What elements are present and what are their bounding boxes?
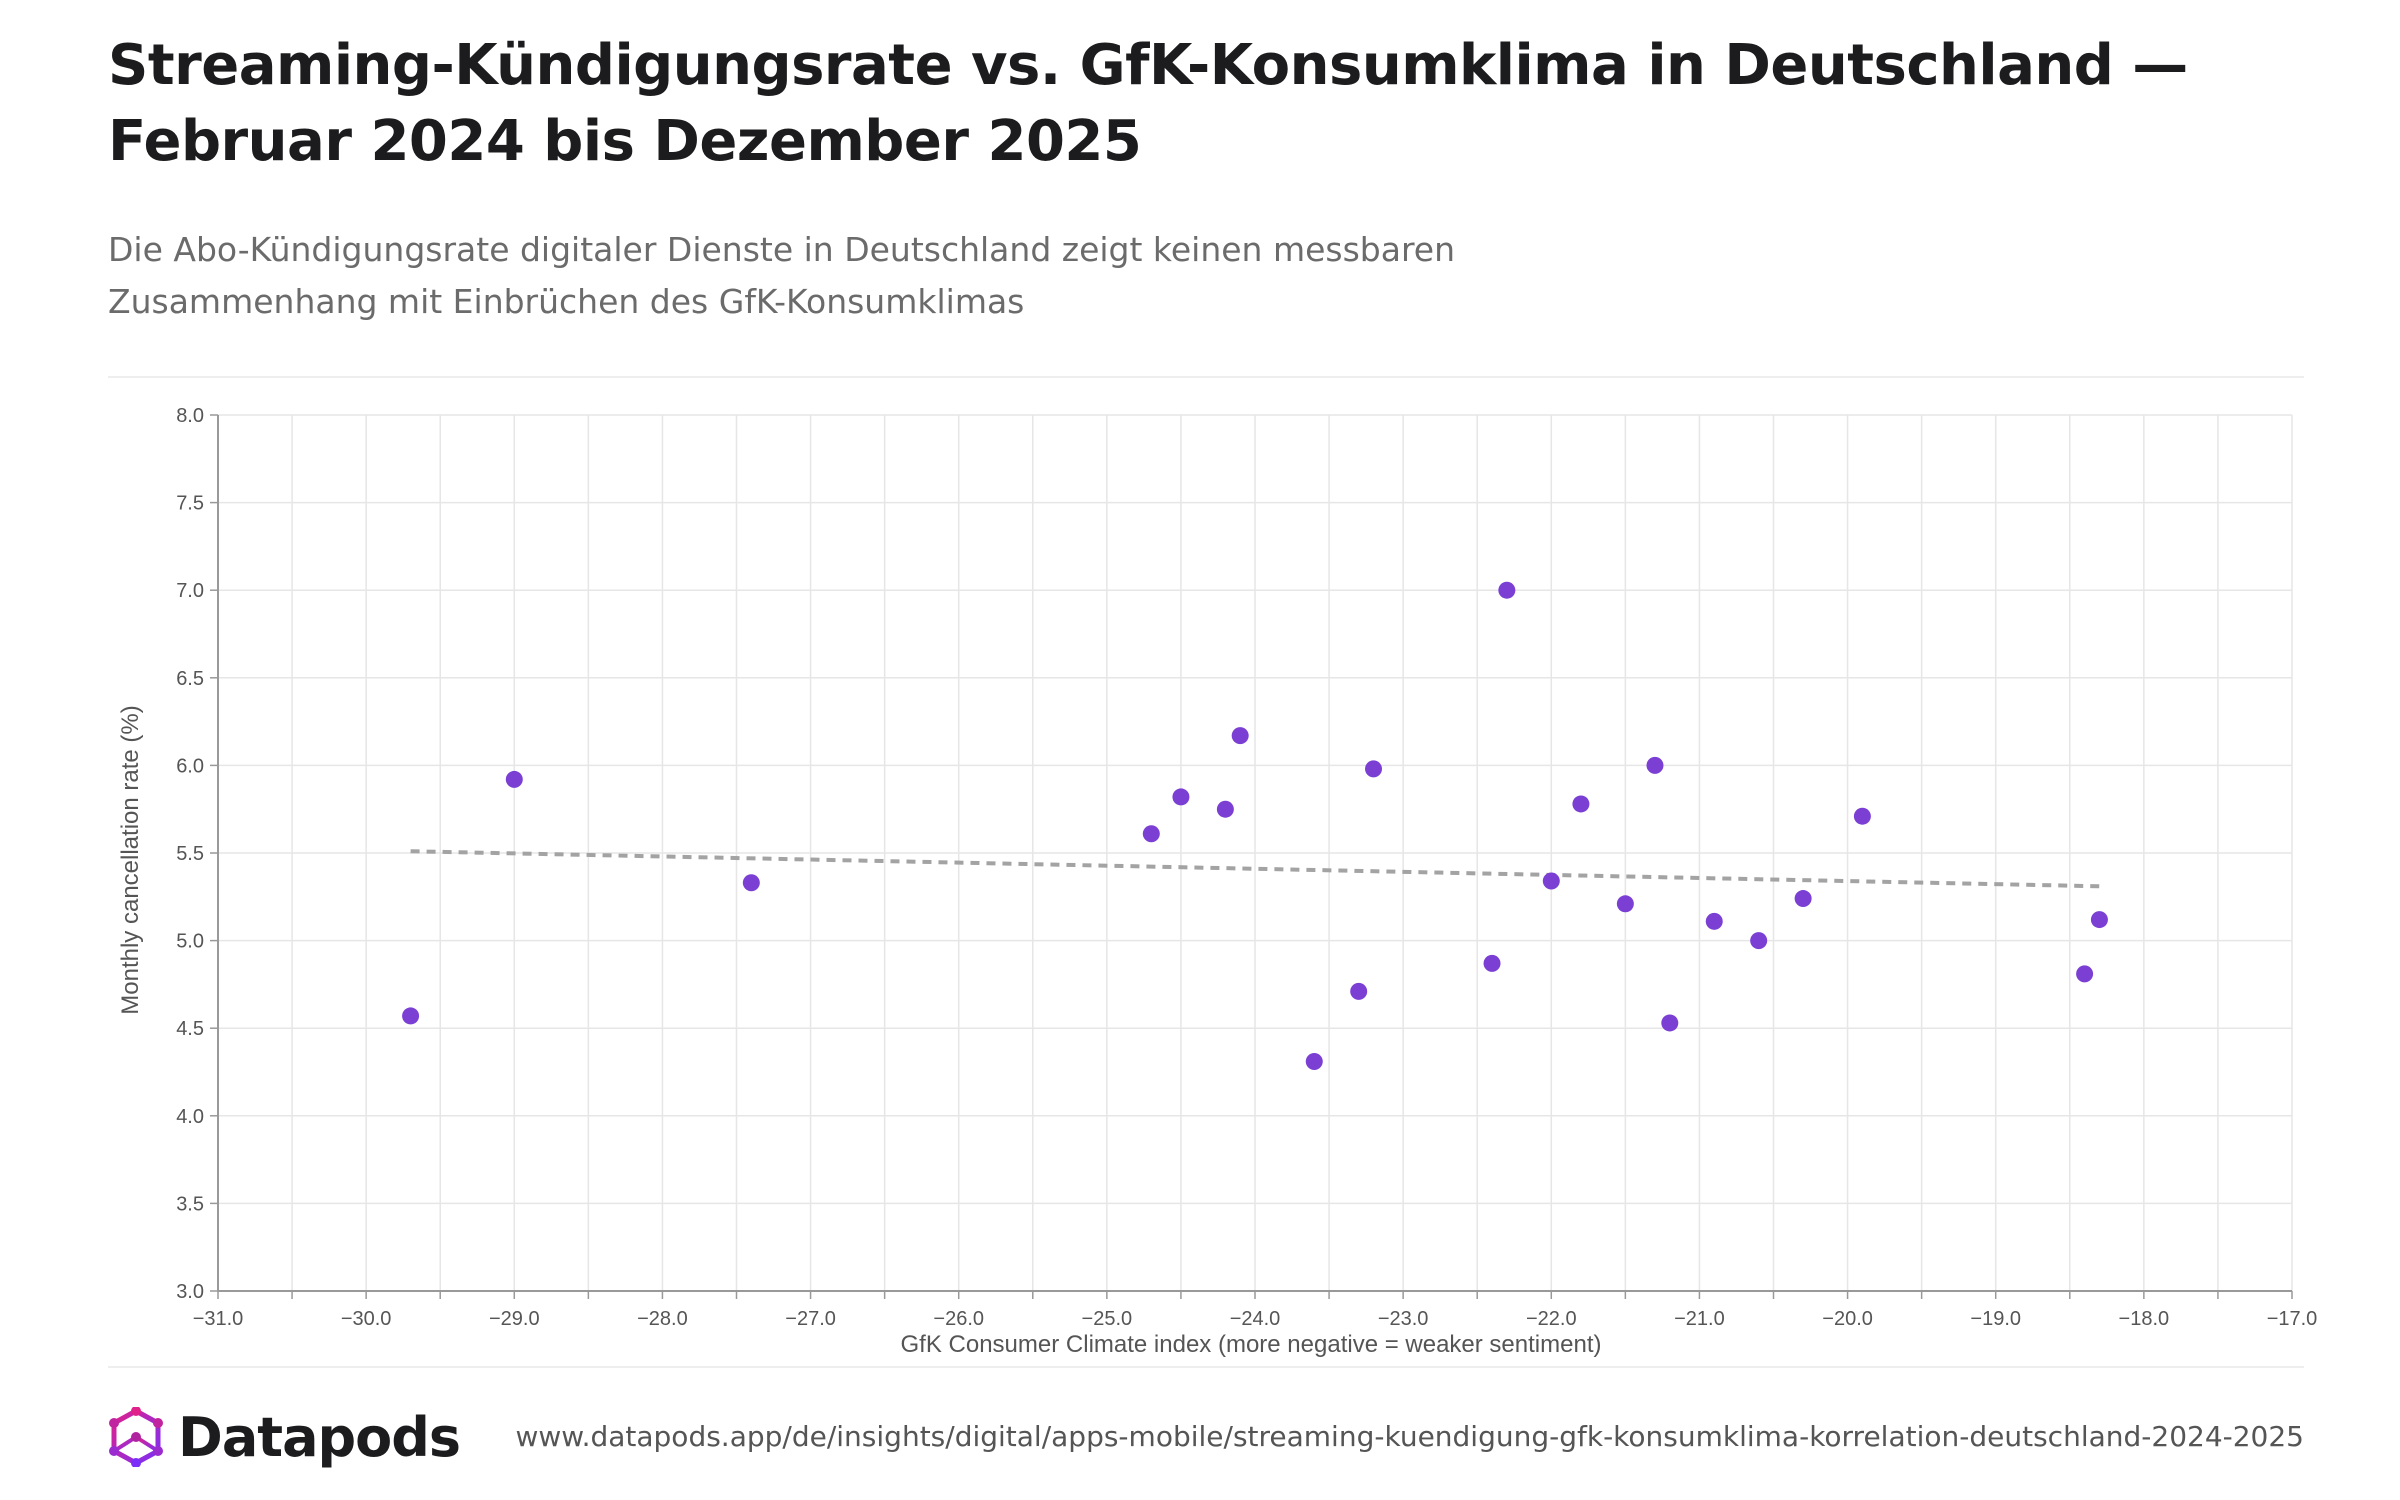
x-tick-label: −24.0 xyxy=(1230,1308,1281,1330)
scatter-point[interactable] xyxy=(1572,795,1590,813)
scatter-point[interactable] xyxy=(1172,788,1190,806)
scatter-point[interactable] xyxy=(1750,932,1768,950)
y-tick-label: 5.5 xyxy=(176,843,204,865)
x-tick-label: −28.0 xyxy=(637,1308,688,1330)
brand-name: Datapods xyxy=(178,1405,461,1469)
brand-logo[interactable]: Datapods xyxy=(108,1405,461,1469)
data-points xyxy=(402,581,2108,1070)
x-tick-label: −26.0 xyxy=(933,1308,984,1330)
x-axis-label: GfK Consumer Climate index (more negativ… xyxy=(901,1331,1602,1358)
scatter-point[interactable] xyxy=(1142,825,1160,843)
x-tick-label: −27.0 xyxy=(785,1308,836,1330)
scatter-point[interactable] xyxy=(1498,581,1516,599)
scatter-chart: 3.0 3.5 4.0 4.5 5.0 5.5 6.0 6.5 7.0 7.5 8.0 −31.0 −3… xyxy=(117,405,2317,1358)
scatter-point[interactable] xyxy=(1231,727,1249,745)
scatter-point[interactable] xyxy=(1350,982,1368,1000)
x-tick-label: −17.0 xyxy=(2267,1308,2318,1330)
y-tick-label: 8.0 xyxy=(176,405,204,427)
y-tick-label: 4.0 xyxy=(176,1106,204,1128)
x-tick-label: −18.0 xyxy=(2119,1308,2170,1330)
y-tick-label: 5.0 xyxy=(176,931,204,953)
x-tick-label: −30.0 xyxy=(341,1308,392,1330)
x-tick-label: −25.0 xyxy=(1082,1308,1133,1330)
x-tick-label: −20.0 xyxy=(1822,1308,1873,1330)
x-tick-label: −21.0 xyxy=(1674,1308,1725,1330)
scatter-point[interactable] xyxy=(1616,895,1634,913)
x-tick-label: −31.0 xyxy=(193,1308,244,1330)
y-tick-label: 3.0 xyxy=(176,1281,204,1303)
scatter-point[interactable] xyxy=(1705,912,1723,930)
scatter-point[interactable] xyxy=(2090,911,2108,929)
chart-subtitle: Die Abo-Kündigungsrate digitaler Dienste… xyxy=(108,230,1456,321)
scatter-point[interactable] xyxy=(1305,1052,1323,1070)
scatter-point[interactable] xyxy=(1216,800,1234,818)
y-tick-label: 6.5 xyxy=(176,668,204,690)
scatter-point[interactable] xyxy=(1542,872,1560,890)
y-tick-label: 7.5 xyxy=(176,493,204,515)
x-tick-label: −22.0 xyxy=(1526,1308,1577,1330)
x-tick-label: −23.0 xyxy=(1378,1308,1429,1330)
scatter-point[interactable] xyxy=(505,770,523,788)
y-axis-label: Monthly cancellation rate (%) xyxy=(117,705,144,1014)
y-tick-label: 4.5 xyxy=(176,1018,204,1040)
chart-title: Streaming-Kündigungsrate vs. GfK-Konsumk… xyxy=(108,33,2188,174)
y-tick-label: 3.5 xyxy=(176,1193,204,1215)
top-divider xyxy=(108,376,2304,378)
scatter-point[interactable] xyxy=(1794,890,1812,908)
scatter-point[interactable] xyxy=(2076,965,2094,983)
scatter-point[interactable] xyxy=(1853,807,1871,825)
datapods-logo-icon xyxy=(109,1407,163,1467)
scatter-point[interactable] xyxy=(1365,760,1383,778)
tick-labels: 3.0 3.5 4.0 4.5 5.0 5.5 6.0 6.5 7.0 7.5 8.0 −31.0 −3… xyxy=(176,405,2317,1330)
y-tick-label: 7.0 xyxy=(176,580,204,602)
source-url[interactable]: www.datapods.app/de/insights/digital/app… xyxy=(515,1420,2304,1453)
x-tick-label: −19.0 xyxy=(1970,1308,2021,1330)
axes xyxy=(210,414,2293,1299)
scatter-point[interactable] xyxy=(1483,954,1501,972)
scatter-point[interactable] xyxy=(1646,756,1664,774)
scatter-point[interactable] xyxy=(402,1007,420,1025)
bottom-divider xyxy=(108,1366,2304,1368)
scatter-point[interactable] xyxy=(742,874,760,892)
x-tick-label: −29.0 xyxy=(489,1308,540,1330)
scatter-point[interactable] xyxy=(1661,1014,1679,1032)
y-tick-label: 6.0 xyxy=(176,755,204,777)
